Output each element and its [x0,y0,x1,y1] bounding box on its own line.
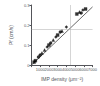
html-text:1000 2000 3000 4000 5000 6000: 1000 2000 3000 4000 5000 6000 [35,66,89,72]
svg-text:0.3: 0.3 [24,3,30,8]
svg-text:0: 0 [27,63,30,68]
svg-text:0.1: 0.1 [24,43,30,48]
svg-text:Pf (cm/s): Pf (cm/s) [8,25,14,45]
svg-text:0.2: 0.2 [24,23,30,28]
svg-text:7000: 7000 [88,67,98,72]
svg-text:IMP density (μm⁻²): IMP density (μm⁻²) [41,76,83,82]
